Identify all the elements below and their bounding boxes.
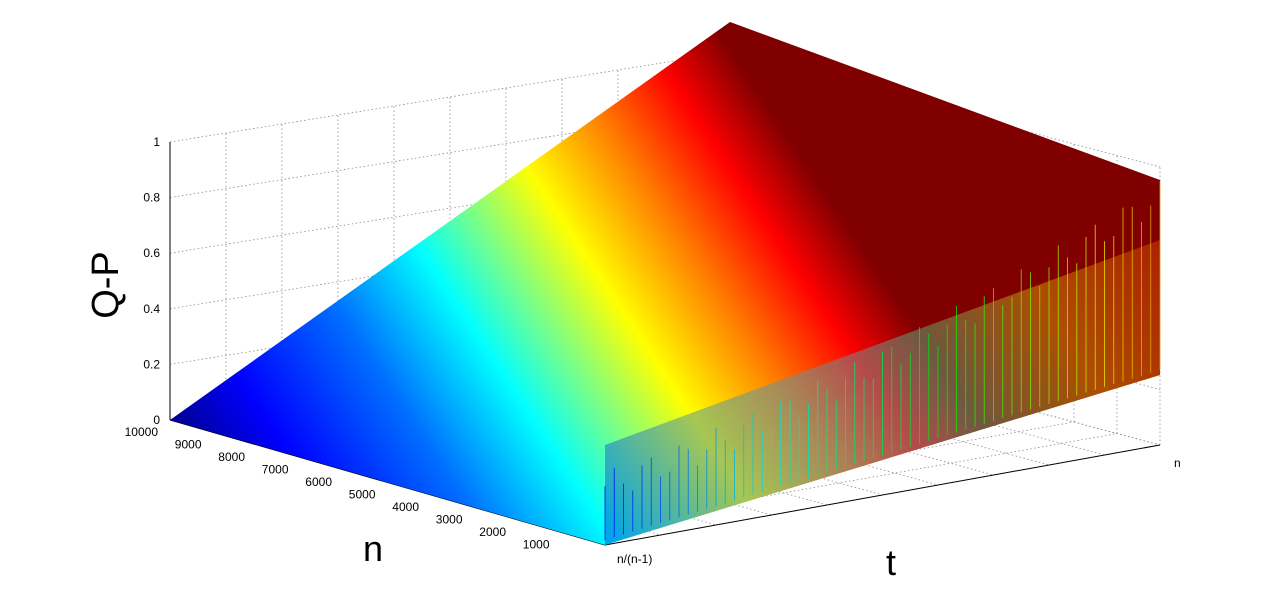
z-tick-label: 0 xyxy=(153,413,160,427)
n-axis-ticks: 1000 2000 3000 4000 5000 6000 7000 8000 9000 1000… xyxy=(125,425,550,552)
grid-line-t-floor xyxy=(617,347,1050,466)
n-tick-label: 1000 xyxy=(523,538,550,552)
n-tick-label: 8000 xyxy=(218,450,245,464)
n-tick-label: 6000 xyxy=(305,475,332,489)
t-tick-label: n xyxy=(1174,456,1181,470)
t-tick-label: n/(n-1) xyxy=(617,552,652,566)
n-tick-label: 10000 xyxy=(125,425,159,439)
z-tick-label: 1 xyxy=(153,135,160,149)
z-tick-label: 0.2 xyxy=(143,357,160,371)
grid-line-t-floor xyxy=(561,356,994,476)
surface xyxy=(170,22,1160,545)
z-tick-label: 0.8 xyxy=(143,191,160,205)
grid-line-z-back xyxy=(169,51,731,143)
z-axis-title: Q-P xyxy=(85,251,127,319)
surface-wireframe xyxy=(604,181,1161,540)
t-axis-ticks: n/(n-1) n xyxy=(617,456,1181,566)
n-tick-label: 7000 xyxy=(262,463,289,477)
n-tick-label: 2000 xyxy=(479,525,506,539)
t-axis-title: t xyxy=(886,542,896,583)
z-tick-label: 0.4 xyxy=(143,302,160,316)
n-tick-label: 3000 xyxy=(436,513,463,527)
n-tick-label: 9000 xyxy=(175,438,202,452)
axis-line-t xyxy=(604,444,1161,546)
z-axis-ticks: 0 0.2 0.4 0.6 0.8 1 xyxy=(143,135,160,427)
n-tick-label: 5000 xyxy=(349,488,376,502)
n-tick-label: 4000 xyxy=(392,500,419,514)
n-axis-title: n xyxy=(363,528,383,569)
z-tick-label: 0.6 xyxy=(143,246,160,260)
